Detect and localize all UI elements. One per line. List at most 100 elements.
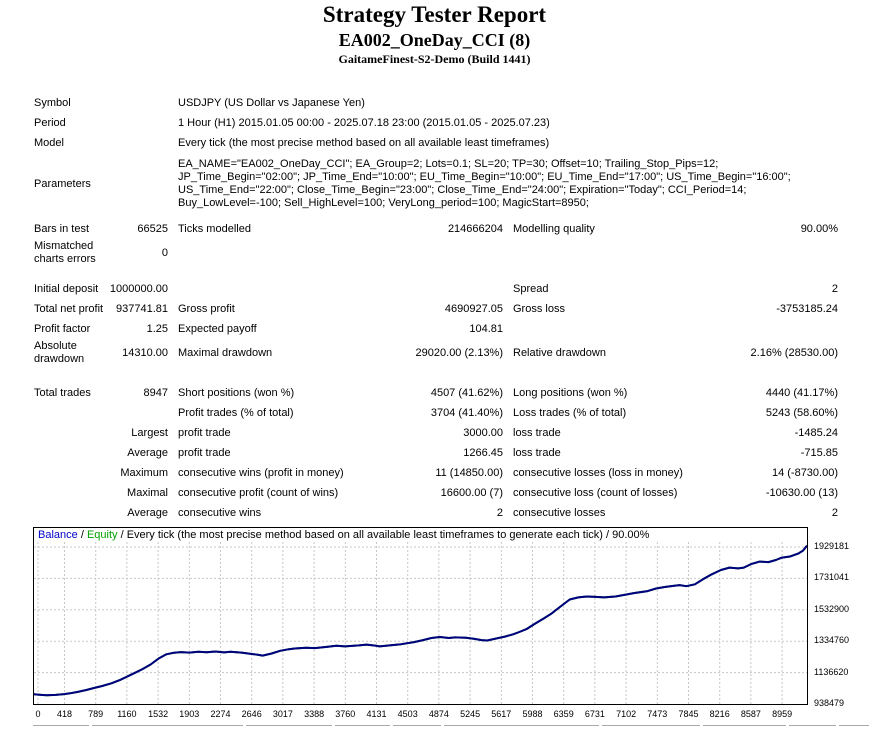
stat-group: consecutive losses 2 (513, 507, 838, 519)
report-header: Strategy Tester Report EA002_OneDay_CCI … (0, 0, 869, 67)
x-axis-tick-label: 3388 (304, 709, 325, 719)
stat-label: Profit trades (% of total) (178, 407, 294, 419)
stat-label: loss trade (513, 447, 561, 459)
stat-label: Gross loss (513, 303, 565, 315)
x-axis-tick-label: 2646 (241, 709, 262, 719)
stat-group: Maximal (34, 487, 168, 499)
stat-row: Mismatched charts errors 0 (34, 239, 838, 267)
stat-group: Mismatched charts errors 0 (34, 240, 168, 266)
x-axis-tick-label: 0 (35, 709, 41, 719)
stat-label: consecutive losses (loss in money) (513, 467, 683, 479)
info-row: Symbol USDJPY (US Dollar vs Japanese Yen) (34, 93, 838, 113)
stat-row: Profit trades (% of total) 3704 (41.40%) L… (34, 403, 838, 423)
stat-value: 1000000.00 (109, 283, 168, 295)
stat-value: -1485.24 (794, 427, 838, 439)
stat-group: Total net profit 937741.81 (34, 303, 168, 316)
stat-label: Gross profit (178, 303, 235, 315)
stat-value: 29020.00 (2.13%) (415, 347, 503, 359)
legend-separator: / (117, 529, 127, 541)
x-axis-tick-label: 8587 (740, 709, 761, 719)
info-row: Model Every tick (the most precise method… (34, 133, 838, 153)
expert-advisor-name: EA002_OneDay_CCI (8) (338, 30, 531, 50)
stat-value: Largest (131, 427, 168, 439)
x-axis-tick-label: 2274 (210, 709, 231, 719)
stat-value: 2 (831, 283, 838, 295)
stat-label: consecutive wins (178, 507, 262, 519)
x-axis-tick-label: 1160 (117, 709, 137, 719)
x-axis-tick-label: 5617 (491, 709, 512, 719)
info-label: Parameters (34, 178, 91, 190)
stat-group: consecutive wins 2 (178, 507, 503, 519)
stat-group: loss trade -1485.24 (513, 427, 838, 439)
stat-group: consecutive wins (profit in money) 11 (14… (178, 467, 503, 479)
legend-item: Every tick (the most precise method base… (126, 529, 650, 541)
stat-label: Maximal drawdown (178, 347, 273, 359)
stat-group: Initial deposit 1000000.00 (34, 283, 168, 296)
stat-label: profit trade (178, 427, 231, 439)
balance-chart: Balance / Equity / Every tick (the most … (33, 527, 808, 705)
y-axis-tick-label: 1929181 (814, 541, 850, 551)
stat-value: Average (127, 447, 168, 459)
y-axis-tick-label: 1334760 (814, 635, 850, 646)
stat-value: 4690927.05 (444, 303, 503, 315)
stat-label: Total net profit (34, 302, 104, 315)
separator-segment (33, 725, 89, 726)
stat-group: Spread 2 (513, 283, 838, 295)
stat-group: Profit factor 1.25 (34, 323, 168, 336)
separator-segment (839, 725, 869, 726)
x-axis-tick-label: 6731 (584, 709, 605, 719)
stat-value: Maximum (120, 467, 168, 479)
x-axis-tick-label: 3017 (272, 709, 293, 719)
stat-label: consecutive losses (513, 507, 606, 519)
stat-label: Relative drawdown (513, 347, 606, 359)
x-axis-tick-label: 789 (88, 709, 104, 719)
stat-row: Total net profit 937741.81 Gross profit 469… (34, 299, 838, 319)
stat-value: 4507 (41.62%) (430, 387, 503, 399)
info-row: Parameters EA_NAME="EA002_OneDay_CCI"; EA… (34, 153, 838, 215)
stat-value: 2.16% (28530.00) (750, 347, 838, 359)
stat-value: 104.81 (469, 323, 503, 335)
stat-row: Maximum consecutive wins (profit in money… (34, 463, 838, 483)
info-value: Every tick (the most precise method base… (178, 136, 550, 149)
stat-row: Bars in test 66525 Ticks modelled 214666204… (34, 219, 838, 239)
stat-row: Initial deposit 1000000.00 Spread 2 (34, 279, 838, 299)
stat-label: Spread (513, 283, 549, 295)
stat-row: Absolute drawdown 14310.00 Maximal drawdow… (34, 339, 838, 367)
stat-row: Largest profit trade 3000.00 loss trade -148… (34, 423, 838, 443)
stat-label: Loss trades (% of total) (513, 407, 627, 419)
stat-group: Absolute drawdown 14310.00 (34, 340, 168, 366)
stat-value: 0 (161, 247, 168, 259)
y-axis-tick-label: 1532900 (814, 603, 850, 614)
stat-value: -715.85 (800, 447, 838, 459)
stat-label: Long positions (won %) (513, 387, 628, 399)
stat-label: Total trades (34, 386, 91, 399)
x-axis-tick-label: 8216 (709, 709, 730, 719)
stat-label: consecutive loss (count of losses) (513, 487, 678, 499)
x-axis-tick-label: 5245 (460, 709, 481, 719)
separator-segment (602, 725, 700, 726)
stat-group: Gross profit 4690927.05 (178, 303, 503, 315)
legend-item: Balance (38, 529, 78, 541)
stat-value: 214666204 (447, 223, 503, 235)
info-value: EA_NAME="EA002_OneDay_CCI"; EA_Group=2; … (178, 158, 791, 209)
chart-legend: Balance / Equity / Every tick (the most … (38, 529, 649, 541)
stat-row: Average profit trade 1266.45 loss trade -715… (34, 443, 838, 463)
stat-value: 2 (831, 507, 838, 519)
stat-group: Relative drawdown 2.16% (28530.00) (513, 347, 838, 359)
stat-group: consecutive profit (count of wins) 16600.… (178, 487, 503, 499)
stat-group: Average (34, 447, 168, 459)
x-axis-tick-label: 1532 (148, 709, 169, 719)
stat-value: -3753185.24 (776, 303, 838, 315)
info-value: USDJPY (US Dollar vs Japanese Yen) (178, 96, 365, 109)
stat-group: profit trade 3000.00 (178, 427, 503, 439)
stat-group: Largest (34, 427, 168, 439)
server-build: GaitameFinest-S2-Demo (Build 1441) (338, 52, 531, 66)
y-axis-tick-label: 938479 (814, 698, 845, 708)
stat-value: Average (127, 507, 168, 519)
stat-group: profit trade 1266.45 (178, 447, 503, 459)
stat-label: Mismatched charts errors (34, 240, 96, 265)
stat-label: profit trade (178, 447, 231, 459)
stat-value: 66525 (137, 223, 168, 235)
stat-label: Profit factor (34, 322, 91, 335)
stat-group: consecutive loss (count of losses) -10630… (513, 487, 838, 499)
